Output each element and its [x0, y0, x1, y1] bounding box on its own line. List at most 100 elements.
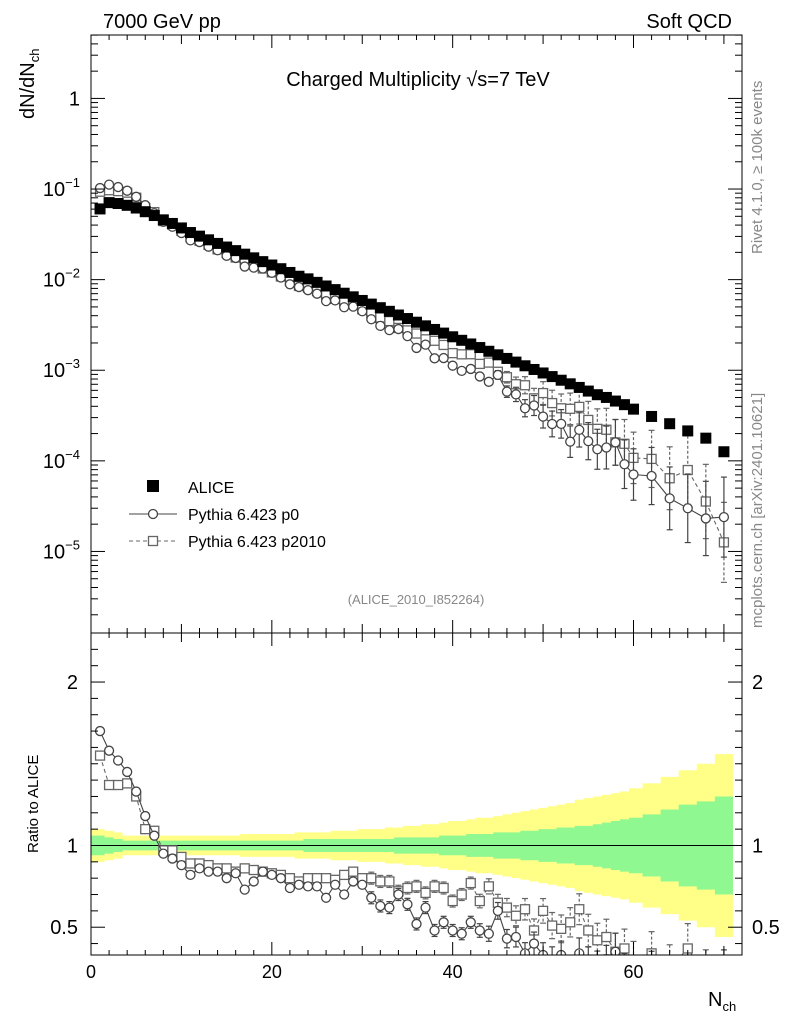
ratio-p0-point — [411, 918, 422, 930]
p0-point — [510, 389, 522, 400]
ratio-p2010-point — [619, 943, 630, 954]
p0-point — [94, 182, 106, 194]
alice-point — [275, 263, 287, 275]
p0-point — [402, 330, 413, 342]
ratio-y-tick-label-right: 1 — [752, 835, 763, 857]
alice-point — [447, 331, 459, 343]
p2010-point — [375, 312, 386, 323]
ratio-p2010-point — [384, 876, 395, 887]
ratio-p2010-point — [122, 778, 133, 789]
p0-point — [375, 320, 386, 332]
ratio-p0-point — [275, 873, 287, 884]
p0-point — [546, 418, 558, 430]
ratio-p0-point — [375, 900, 386, 912]
alice-point — [347, 291, 359, 303]
ratio-p2010-point — [474, 895, 485, 907]
ratio-p2010-point — [239, 863, 250, 874]
p0-point — [221, 250, 232, 261]
alice-point — [465, 338, 477, 350]
p2010-point — [537, 387, 549, 399]
rivet-label: Rivet 4.1.0, ≥ 100k events — [749, 81, 766, 254]
alice-point — [338, 287, 350, 299]
alice-point — [646, 410, 658, 422]
ratio-p0-point — [492, 905, 504, 917]
ratio-y-tick-label-left: 2 — [67, 672, 78, 694]
alice-point — [591, 389, 603, 401]
p0-point — [682, 503, 693, 514]
ratio-p0-point — [149, 830, 160, 841]
ratio-p0-point — [474, 925, 485, 936]
ratio-p0-point — [329, 879, 341, 890]
ratio-p0-point — [550, 954, 554, 955]
alice-point — [429, 323, 441, 335]
p0-point — [565, 436, 576, 447]
p0-point — [293, 281, 305, 293]
ratio-p0-point — [420, 902, 431, 913]
p2010-point — [546, 397, 558, 409]
ratio-p0-point — [665, 980, 674, 989]
ratio-p0-point — [302, 881, 314, 892]
ratio-p2010-point — [537, 905, 549, 917]
ratio-p2010-point — [483, 881, 494, 892]
x-tick-label: 60 — [623, 962, 643, 982]
p0-point — [284, 279, 296, 290]
p0-point — [420, 339, 431, 350]
ratio-p2010-point — [601, 931, 612, 943]
ratio-p0-point — [266, 869, 277, 881]
alice-point — [438, 327, 450, 339]
ratio-p0-point — [122, 766, 133, 778]
alice-point — [194, 230, 205, 242]
p0-point — [483, 376, 494, 387]
ratio-y-tick-label-right: 0.5 — [752, 917, 780, 939]
y-tick-label: 10−5 — [43, 537, 80, 563]
alice-point — [401, 313, 413, 325]
p0-point — [501, 386, 513, 397]
alice-point — [148, 210, 160, 222]
ratio-p0-point — [339, 889, 350, 900]
alice-point — [528, 363, 540, 375]
ratio-p0-point — [140, 810, 151, 822]
p0-point — [718, 511, 730, 523]
p0-point — [122, 185, 133, 196]
alice-point — [130, 202, 142, 214]
alice-point — [555, 374, 567, 386]
ratio-p0-point — [393, 889, 404, 900]
alice-point — [492, 349, 504, 361]
alice-point — [474, 342, 486, 354]
alice-point — [311, 276, 323, 288]
p0-point — [528, 400, 540, 411]
y-tick-label: 1 — [69, 88, 80, 110]
y-tick-label: 10−1 — [43, 175, 80, 201]
alice-point — [221, 241, 233, 253]
alice-point — [175, 222, 187, 234]
ratio-p2010-point — [565, 917, 576, 928]
p0-point — [537, 411, 549, 422]
alice-point — [664, 418, 676, 430]
p0-point — [583, 436, 594, 447]
ratio-p0-point — [483, 928, 494, 939]
alice-point — [609, 395, 621, 407]
alice-point — [239, 248, 251, 260]
ratio-p2010-point — [592, 935, 603, 946]
header-category: Soft QCD — [646, 11, 732, 33]
p2010-point — [438, 339, 449, 351]
p2010-point — [456, 349, 467, 360]
ratio-p2010-point — [185, 858, 196, 869]
p0-point — [601, 442, 612, 453]
alice-point — [257, 256, 269, 268]
header-energy: 7000 GeV pp — [103, 11, 221, 33]
y-tick-label: 10−3 — [43, 356, 80, 382]
ratio-p0-point — [103, 745, 115, 756]
p0-point — [447, 360, 458, 371]
p2010-point — [411, 328, 422, 339]
p0-point — [700, 513, 711, 524]
ratio-p0-point — [566, 967, 575, 976]
alice-point — [411, 316, 422, 328]
ratio-p0-point — [438, 917, 449, 928]
p2010-point — [429, 335, 440, 346]
ratio-p0-point — [357, 879, 368, 890]
alice-point — [600, 391, 612, 403]
p2010-point — [574, 401, 585, 413]
ratio-p2010-point — [420, 887, 431, 899]
p2010-point — [447, 347, 458, 359]
